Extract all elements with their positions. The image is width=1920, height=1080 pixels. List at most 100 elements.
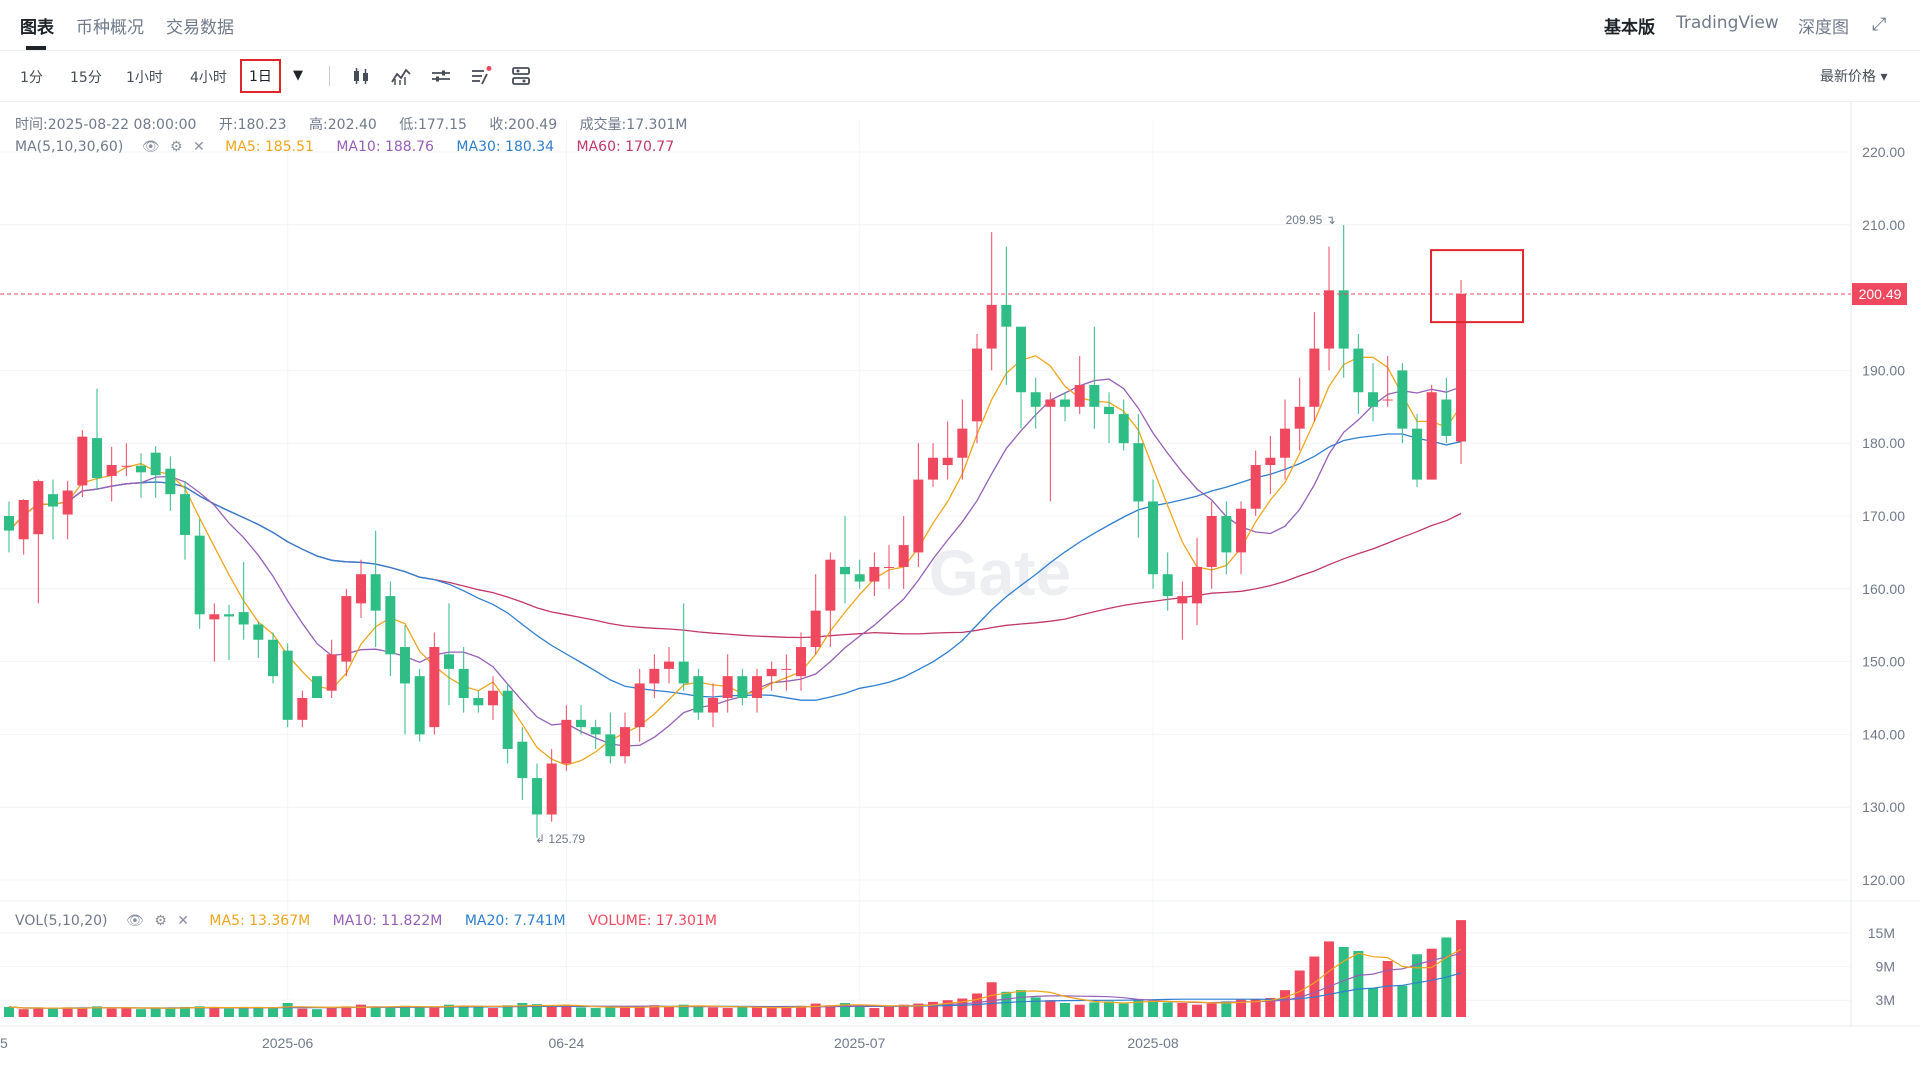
candle-body [840, 566, 851, 575]
volume-bar [620, 1007, 631, 1017]
candle-body [1030, 392, 1041, 407]
settings-gear-icon[interactable]: ⚙ [169, 139, 183, 155]
last-price-tag [1852, 283, 1907, 306]
interval-15m[interactable]: 15分 [70, 70, 102, 86]
volume-bar [48, 1008, 59, 1017]
interval-1d[interactable]: 1日 [240, 59, 281, 93]
ma60-legend: MA60: 170.77 [576, 139, 675, 155]
candle-body [224, 614, 235, 617]
volume-bar [282, 1003, 293, 1017]
volume-bar [546, 1006, 557, 1017]
time-value: 2025-08-22 08:00:00 [47, 117, 197, 133]
tab-chart[interactable]: 图表 [20, 18, 54, 38]
active-tab-indicator [26, 46, 46, 50]
interval-dropdown-icon[interactable]: ▼ [293, 68, 303, 83]
volume-bar [106, 1008, 117, 1017]
vol-visibility-eye-icon[interactable]: 👁 [125, 913, 144, 929]
volume-bar [1045, 1000, 1056, 1017]
settings-sliders-icon[interactable] [430, 65, 452, 87]
candle-body [1456, 294, 1467, 442]
tab-basic-version[interactable]: 基本版 [1604, 18, 1655, 38]
candle-body [1192, 566, 1203, 604]
candle-body [884, 566, 895, 568]
volume-bar [708, 1007, 719, 1017]
volume-value: 17.301M [626, 117, 688, 133]
fullscreen-icon[interactable]: ⤢ [1872, 14, 1887, 35]
close-icon[interactable]: ✕ [192, 139, 205, 155]
y-tick-label: 120.00 [1862, 872, 1905, 888]
candle-body [854, 574, 865, 582]
candle-body [796, 647, 807, 677]
candlestick-type-icon[interactable] [350, 65, 372, 87]
candle-body [385, 596, 396, 655]
volume-bar [121, 1008, 132, 1017]
candle-body [1426, 392, 1437, 480]
drawing-tools-icon[interactable] [470, 65, 492, 87]
volume-bar [884, 1006, 895, 1017]
ma30-line [8, 433, 1462, 701]
candle-body [253, 624, 264, 640]
volume-bar [561, 1006, 572, 1017]
interval-1m[interactable]: 1分 [20, 70, 43, 86]
candle-body [77, 436, 88, 486]
vol-tick-label: 9M [1876, 959, 1895, 975]
vol-tick-label: 15M [1868, 925, 1895, 941]
volume-bar [722, 1008, 733, 1017]
volume-bar [634, 1006, 645, 1017]
volume-bar [400, 1005, 411, 1017]
candle-body [1265, 457, 1276, 466]
candle-body [1441, 399, 1452, 436]
volume-bar [238, 1007, 249, 1017]
x-tick-label: 06-24 [548, 1035, 584, 1051]
volume-bar [928, 1001, 939, 1017]
highlight-box [1430, 249, 1525, 324]
candle-body [752, 676, 763, 698]
interval-1h[interactable]: 1小时 [126, 70, 163, 86]
volume-bar [1060, 1003, 1071, 1017]
visibility-eye-icon[interactable]: 👁 [141, 139, 160, 155]
vol-close-icon[interactable]: ✕ [177, 913, 189, 929]
candle-body [1016, 326, 1027, 393]
candle-body [1162, 574, 1173, 597]
volume-bar [590, 1008, 601, 1017]
y-tick-label: 190.00 [1862, 362, 1905, 378]
tab-trading-data[interactable]: 交易数据 [166, 18, 234, 38]
indicator-icon[interactable] [390, 65, 412, 87]
volume-bar [1162, 1002, 1173, 1017]
tab-tradingview[interactable]: TradingView [1676, 13, 1779, 33]
candle-body [942, 457, 953, 466]
candle-body [913, 479, 924, 553]
candle-body [1324, 290, 1335, 349]
volume-bar [209, 1008, 220, 1017]
candle-body [693, 676, 704, 713]
price-mode-select[interactable]: 最新价格 ▾ [1820, 66, 1887, 86]
candle-body [1206, 516, 1217, 567]
volume-bar [444, 1004, 455, 1017]
open-label: 开: [218, 117, 238, 133]
candle-body [194, 535, 205, 615]
y-tick-label: 160.00 [1862, 581, 1905, 597]
volume-label: 成交量: [579, 117, 627, 133]
candle-body [722, 676, 733, 698]
volume-bar [825, 1005, 836, 1017]
interval-4h[interactable]: 4小时 [190, 70, 227, 86]
candle-body [1280, 428, 1291, 458]
tab-coin-overview[interactable]: 币种概况 [76, 18, 144, 38]
tab-depth-chart[interactable]: 深度图 [1798, 18, 1849, 38]
candle-body [458, 668, 469, 698]
volume-bar [752, 1007, 763, 1017]
volume-bar [312, 1009, 323, 1017]
candle-body [150, 452, 161, 476]
volume-bar [986, 982, 997, 1017]
volume-bar [1030, 997, 1041, 1017]
volume-bar [1192, 1004, 1203, 1017]
volume-bar [649, 1005, 660, 1017]
low-label: 低: [399, 117, 418, 133]
candle-body [1177, 596, 1188, 604]
volume-bar [4, 1006, 14, 1017]
vol-settings-gear-icon[interactable]: ⚙ [154, 913, 167, 929]
vol-ma5-legend: MA5: 13.367M [209, 913, 311, 929]
chart-layout-icon[interactable] [510, 65, 532, 87]
close-label: 收: [489, 117, 509, 133]
